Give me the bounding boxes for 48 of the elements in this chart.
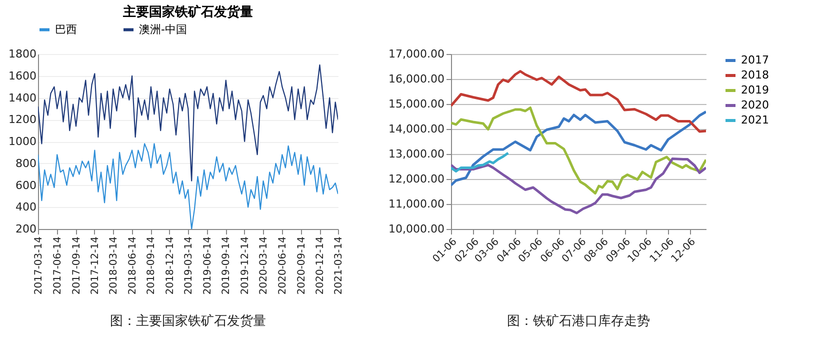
y-tick-label: 1400 [8, 91, 36, 104]
y-tick-label: 10,000.00 [388, 222, 444, 236]
legend-label: 巴西 [55, 22, 77, 36]
y-tick-label: 1200 [8, 113, 36, 126]
y-tick-label: 15,000.00 [388, 98, 444, 110]
x-tick-label: 2019-12-14 [240, 236, 251, 295]
legend-label: 2020 [741, 98, 769, 112]
y-tick-label: 16,000.00 [388, 72, 444, 86]
x-tick-label: 2020-06-14 [277, 236, 288, 295]
x-tick-label: 2018-03-14 [108, 236, 120, 295]
x-tick-label: 2017-06-14 [52, 236, 64, 295]
line-series [451, 158, 706, 214]
legend-label: 2019 [741, 84, 769, 96]
legend-label: 澳洲-中国 [139, 22, 187, 36]
x-tick-label: 2018-06-14 [127, 236, 138, 295]
legend-label: 2021 [741, 114, 769, 126]
line-series [451, 152, 510, 172]
x-tick-label: 2019-09-14 [221, 236, 232, 295]
y-tick-label: 1600 [8, 69, 36, 82]
y-tick-label: 200 [16, 222, 36, 236]
line-series [451, 70, 706, 133]
x-tick-label: 2018-09-14 [146, 236, 158, 295]
y-tick-label: 1000 [8, 135, 36, 148]
x-tick-label: 2018-12-14 [164, 236, 176, 295]
line-series [38, 64, 338, 182]
x-tick-label: 2020-12-14 [315, 236, 326, 295]
x-tick-label: 2017-03-14 [34, 236, 44, 295]
y-tick-label: 1800 [8, 48, 36, 60]
y-tick-label: 17,000.00 [388, 48, 444, 60]
chart-title: 主要国家铁矿石发货量 [122, 4, 253, 20]
x-tick-label: 2017-09-14 [71, 236, 82, 295]
x-tick-label: 2017-12-14 [90, 236, 101, 295]
y-tick-label: 400 [16, 200, 36, 214]
text: 图：铁矿石港口库存走势 [507, 314, 650, 329]
x-tick-label: 2020-09-14 [296, 236, 308, 295]
legend-label: 2018 [741, 68, 769, 82]
y-tick-label: 11,000.00 [388, 198, 444, 210]
y-tick-label: 13,000.00 [388, 148, 444, 160]
text: 图：主要国家铁矿石发货量 [110, 313, 266, 329]
x-tick-label: 2019-06-14 [202, 236, 214, 295]
y-tick-label: 600 [16, 178, 36, 192]
legend-label: 2017 [741, 54, 769, 66]
y-tick-label: 12,000.00 [388, 172, 444, 186]
y-tick-label: 14,000.00 [388, 122, 444, 136]
y-tick-label: 800 [16, 156, 36, 170]
x-tick-label: 2021-03-14 [334, 236, 344, 295]
x-tick-label: 2019-03-14 [183, 236, 194, 295]
x-tick-label: 2020-03-14 [258, 236, 270, 295]
